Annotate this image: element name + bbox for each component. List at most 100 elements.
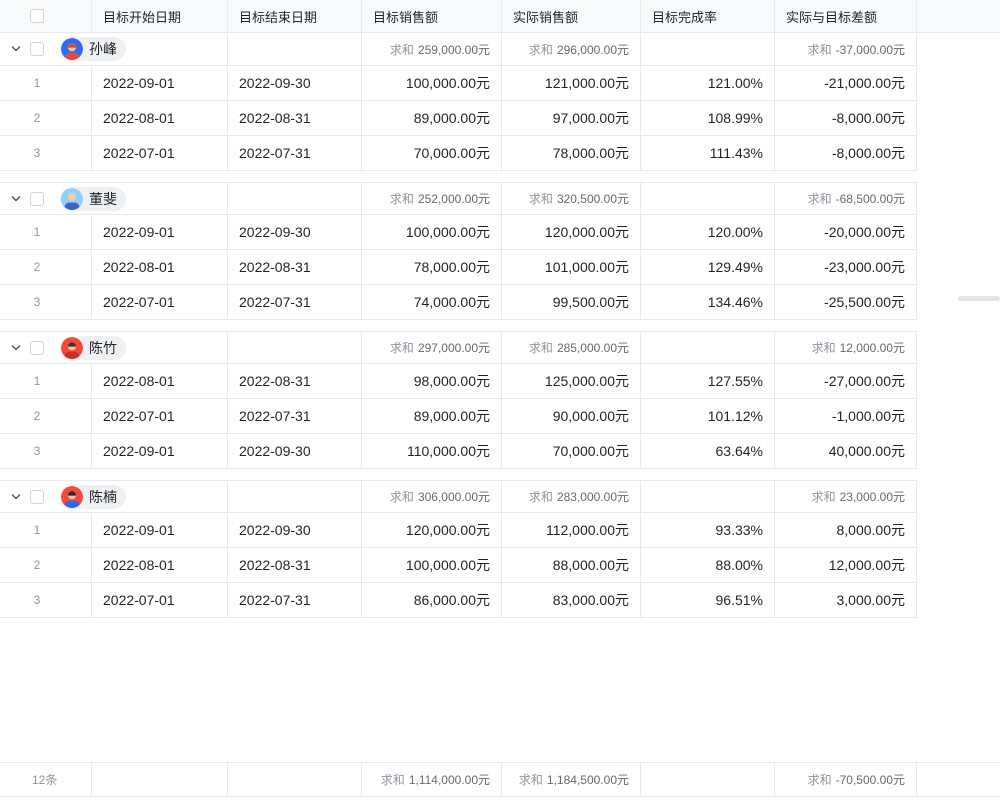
group-sum-actual[interactable]: 求和 296,000.00元 bbox=[502, 33, 641, 65]
diff-cell[interactable]: 40,000.00元 bbox=[775, 434, 917, 468]
row-number-cell[interactable]: 2 bbox=[0, 101, 92, 135]
group-checkbox[interactable] bbox=[30, 489, 44, 504]
end-date-cell[interactable]: 2022-08-31 bbox=[228, 250, 362, 284]
group-sum-diff[interactable]: 求和 12,000.00元 bbox=[775, 332, 917, 363]
start-date-cell[interactable]: 2022-07-01 bbox=[92, 136, 228, 170]
completion-rate-cell[interactable]: 63.64% bbox=[641, 434, 775, 468]
group-end-date-cell[interactable] bbox=[228, 332, 362, 363]
diff-cell[interactable]: 3,000.00元 bbox=[775, 583, 917, 617]
actual-sales-cell[interactable]: 83,000.00元 bbox=[502, 583, 641, 617]
actual-sales-cell[interactable]: 90,000.00元 bbox=[502, 399, 641, 433]
footer-end-date-cell[interactable] bbox=[228, 763, 362, 796]
start-date-cell[interactable]: 2022-09-01 bbox=[92, 513, 228, 547]
group-sum-actual[interactable]: 求和 320,500.00元 bbox=[502, 183, 641, 214]
group-sum-target[interactable]: 求和 259,000.00元 bbox=[362, 33, 502, 65]
row-number-cell[interactable]: 2 bbox=[0, 399, 92, 433]
person-tag[interactable]: 孙峰 bbox=[60, 37, 126, 61]
chevron-down-icon[interactable] bbox=[10, 342, 22, 354]
actual-sales-cell[interactable]: 88,000.00元 bbox=[502, 548, 641, 582]
diff-cell[interactable]: -21,000.00元 bbox=[775, 66, 917, 100]
group-end-date-cell[interactable] bbox=[228, 33, 362, 65]
end-date-cell[interactable]: 2022-08-31 bbox=[228, 548, 362, 582]
header-start-date[interactable]: 目标开始日期 bbox=[92, 0, 228, 32]
completion-rate-cell[interactable]: 134.46% bbox=[641, 285, 775, 319]
row-number-cell[interactable]: 1 bbox=[0, 66, 92, 100]
end-date-cell[interactable]: 2022-08-31 bbox=[228, 101, 362, 135]
target-sales-cell[interactable]: 120,000.00元 bbox=[362, 513, 502, 547]
person-tag[interactable]: 董斐 bbox=[60, 186, 126, 211]
actual-sales-cell[interactable]: 101,000.00元 bbox=[502, 250, 641, 284]
group-end-date-cell[interactable] bbox=[228, 481, 362, 512]
actual-sales-cell[interactable]: 70,000.00元 bbox=[502, 434, 641, 468]
group-rate-cell[interactable] bbox=[641, 183, 775, 214]
row-number-cell[interactable]: 3 bbox=[0, 583, 92, 617]
footer-sum-diff[interactable]: 求和 -70,500.00元 bbox=[775, 763, 917, 796]
completion-rate-cell[interactable]: 129.49% bbox=[641, 250, 775, 284]
group-sum-target[interactable]: 求和 306,000.00元 bbox=[362, 481, 502, 512]
diff-cell[interactable]: -20,000.00元 bbox=[775, 215, 917, 249]
start-date-cell[interactable]: 2022-09-01 bbox=[92, 215, 228, 249]
end-date-cell[interactable]: 2022-07-31 bbox=[228, 583, 362, 617]
group-rate-cell[interactable] bbox=[641, 33, 775, 65]
diff-cell[interactable]: 12,000.00元 bbox=[775, 548, 917, 582]
diff-cell[interactable]: -23,000.00元 bbox=[775, 250, 917, 284]
header-completion-rate[interactable]: 目标完成率 bbox=[641, 0, 775, 32]
header-diff[interactable]: 实际与目标差额 bbox=[775, 0, 917, 32]
row-number-cell[interactable]: 1 bbox=[0, 513, 92, 547]
diff-cell[interactable]: -8,000.00元 bbox=[775, 136, 917, 170]
end-date-cell[interactable]: 2022-09-30 bbox=[228, 215, 362, 249]
start-date-cell[interactable]: 2022-07-01 bbox=[92, 583, 228, 617]
diff-cell[interactable]: -25,500.00元 bbox=[775, 285, 917, 319]
actual-sales-cell[interactable]: 97,000.00元 bbox=[502, 101, 641, 135]
start-date-cell[interactable]: 2022-09-01 bbox=[92, 66, 228, 100]
completion-rate-cell[interactable]: 121.00% bbox=[641, 66, 775, 100]
end-date-cell[interactable]: 2022-09-30 bbox=[228, 513, 362, 547]
actual-sales-cell[interactable]: 125,000.00元 bbox=[502, 364, 641, 398]
target-sales-cell[interactable]: 89,000.00元 bbox=[362, 399, 502, 433]
target-sales-cell[interactable]: 100,000.00元 bbox=[362, 548, 502, 582]
diff-cell[interactable]: -27,000.00元 bbox=[775, 364, 917, 398]
header-end-date[interactable]: 目标结束日期 bbox=[228, 0, 362, 32]
target-sales-cell[interactable]: 78,000.00元 bbox=[362, 250, 502, 284]
actual-sales-cell[interactable]: 99,500.00元 bbox=[502, 285, 641, 319]
group-sum-target[interactable]: 求和 252,000.00元 bbox=[362, 183, 502, 214]
group-checkbox[interactable] bbox=[30, 42, 44, 56]
diff-cell[interactable]: -8,000.00元 bbox=[775, 101, 917, 135]
actual-sales-cell[interactable]: 120,000.00元 bbox=[502, 215, 641, 249]
actual-sales-cell[interactable]: 121,000.00元 bbox=[502, 66, 641, 100]
group-sum-diff[interactable]: 求和 23,000.00元 bbox=[775, 481, 917, 512]
group-sum-actual[interactable]: 求和 285,000.00元 bbox=[502, 332, 641, 363]
end-date-cell[interactable]: 2022-07-31 bbox=[228, 399, 362, 433]
scrollbar-thumb[interactable] bbox=[958, 296, 1000, 301]
group-rate-cell[interactable] bbox=[641, 332, 775, 363]
target-sales-cell[interactable]: 110,000.00元 bbox=[362, 434, 502, 468]
group-sum-diff[interactable]: 求和 -68,500.00元 bbox=[775, 183, 917, 214]
target-sales-cell[interactable]: 86,000.00元 bbox=[362, 583, 502, 617]
target-sales-cell[interactable]: 100,000.00元 bbox=[362, 215, 502, 249]
footer-sum-actual[interactable]: 求和 1,184,500.00元 bbox=[502, 763, 641, 796]
start-date-cell[interactable]: 2022-07-01 bbox=[92, 285, 228, 319]
target-sales-cell[interactable]: 100,000.00元 bbox=[362, 66, 502, 100]
completion-rate-cell[interactable]: 101.12% bbox=[641, 399, 775, 433]
group-sum-target[interactable]: 求和 297,000.00元 bbox=[362, 332, 502, 363]
header-select-cell[interactable] bbox=[0, 0, 92, 32]
group-sum-actual[interactable]: 求和 283,000.00元 bbox=[502, 481, 641, 512]
footer-start-date-cell[interactable] bbox=[92, 763, 228, 796]
row-number-cell[interactable]: 1 bbox=[0, 215, 92, 249]
start-date-cell[interactable]: 2022-08-01 bbox=[92, 548, 228, 582]
row-number-cell[interactable]: 2 bbox=[0, 548, 92, 582]
end-date-cell[interactable]: 2022-09-30 bbox=[228, 66, 362, 100]
target-sales-cell[interactable]: 89,000.00元 bbox=[362, 101, 502, 135]
header-actual-sales[interactable]: 实际销售额 bbox=[502, 0, 641, 32]
footer-rate-cell[interactable] bbox=[641, 763, 775, 796]
target-sales-cell[interactable]: 98,000.00元 bbox=[362, 364, 502, 398]
row-number-cell[interactable]: 3 bbox=[0, 136, 92, 170]
diff-cell[interactable]: -1,000.00元 bbox=[775, 399, 917, 433]
completion-rate-cell[interactable]: 93.33% bbox=[641, 513, 775, 547]
row-number-cell[interactable]: 3 bbox=[0, 434, 92, 468]
group-rate-cell[interactable] bbox=[641, 481, 775, 512]
actual-sales-cell[interactable]: 112,000.00元 bbox=[502, 513, 641, 547]
chevron-down-icon[interactable] bbox=[10, 193, 22, 205]
start-date-cell[interactable]: 2022-08-01 bbox=[92, 364, 228, 398]
footer-sum-target[interactable]: 求和 1,114,000.00元 bbox=[362, 763, 502, 796]
